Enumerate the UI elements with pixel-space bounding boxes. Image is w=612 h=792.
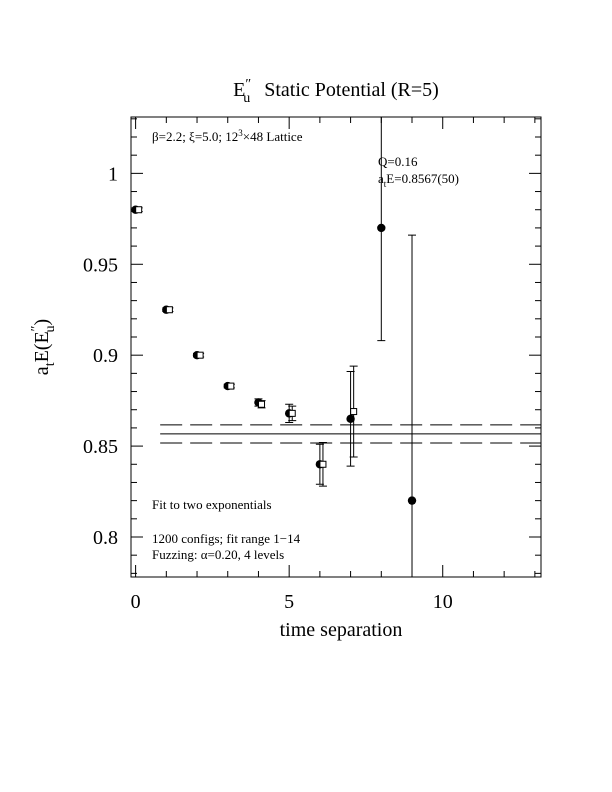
plot-frame	[130, 116, 542, 578]
label-part: t	[43, 362, 58, 366]
title-part: E	[233, 79, 245, 101]
annotation: β=2.2; ξ=5.0; 123×48 Lattice	[152, 128, 303, 144]
title-part: Static Potential (R=5)	[264, 79, 439, 101]
data-point	[196, 351, 204, 359]
annotation: atE=0.8567(50)	[378, 171, 459, 189]
y-tick-label: 0.9	[93, 345, 118, 367]
chart-title: E″ u Static Potential (R=5)	[233, 77, 439, 106]
annotation-part: β=2.2; ξ=5.0; 12	[152, 129, 238, 144]
label-part: )	[31, 319, 53, 326]
y-tick-label: 0.8	[93, 527, 118, 549]
annotation-part: t	[384, 179, 387, 189]
data-point	[319, 460, 327, 468]
y-tick-label: 0.85	[83, 436, 118, 458]
x-tick-label: 0	[131, 591, 141, 613]
title-part: u	[243, 91, 250, 106]
data-point	[288, 409, 296, 417]
x-axis-label: time separation	[280, 619, 403, 641]
label-part: a	[31, 366, 53, 375]
x-tick-label: 10	[433, 591, 453, 613]
data-point	[350, 408, 358, 416]
data-point	[346, 414, 355, 424]
y-tick-label: 0.95	[83, 254, 118, 276]
data-point	[377, 223, 386, 233]
data-point	[165, 306, 173, 314]
x-tick-label: 5	[284, 591, 294, 613]
title-part: ″	[245, 77, 251, 92]
annotation-part: 3	[238, 128, 243, 138]
y-tick-label: 1	[108, 163, 118, 185]
label-part: E(E	[31, 331, 53, 362]
data-point	[227, 382, 235, 390]
annotation: Q=0.16	[378, 154, 418, 169]
plot-area	[131, 117, 541, 577]
annotation: Fuzzing: α=0.20, 4 levels	[152, 547, 284, 562]
label-part: u	[43, 325, 58, 332]
y-axis-label: atE(E″u)	[29, 319, 58, 375]
data-point	[135, 206, 143, 214]
annotation: Fit to two exponentials	[152, 497, 272, 512]
annotation-part: ×48 Lattice	[243, 129, 303, 144]
data-point	[407, 496, 417, 505]
data-point	[258, 400, 266, 408]
annotation: 1200 configs; fit range 1−14	[152, 531, 301, 546]
annotation-part: E=0.8567(50)	[386, 171, 459, 186]
label-part: ″	[29, 325, 44, 331]
